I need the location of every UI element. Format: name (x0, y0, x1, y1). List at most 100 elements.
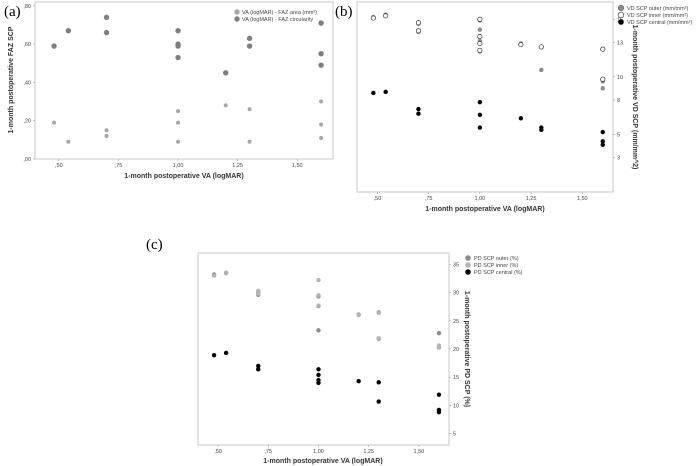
data-point-b-s1-3 (415, 28, 421, 34)
data-point-a-s0-0 (52, 120, 57, 125)
legend-swatch-a-1 (234, 16, 240, 22)
legend-label-c-2: PD SCP central (%) (474, 270, 523, 276)
data-point-b-s0-11 (600, 86, 605, 91)
legend-swatch-c-2 (465, 269, 471, 275)
data-point-b-s1-10 (600, 46, 606, 52)
data-point-b-s2-1 (383, 89, 388, 95)
data-point-b-s2-3 (416, 111, 421, 116)
data-point-c-s1-7 (356, 312, 361, 318)
data-point-a-s1-0 (51, 43, 57, 49)
plot-frame-b (356, 1, 614, 193)
x-tick-label-a-3: 1,25 (232, 163, 243, 169)
data-point-a-s1-13 (318, 62, 324, 68)
data-point-b-s1-7 (477, 47, 483, 53)
x-tick-label-b-2: 1,00 (475, 196, 486, 202)
data-point-c-s2-3 (256, 367, 261, 372)
data-point-b-s1-1 (383, 13, 389, 19)
x-tick-label-b-0: ,50 (374, 196, 382, 202)
data-point-c-s1-3 (256, 291, 261, 296)
data-point-c-s1-5 (316, 293, 321, 298)
data-point-b-s1-11 (600, 76, 606, 82)
legend-label-c-0: PD SCP outer (%) (474, 256, 519, 262)
data-point-b-s2-7 (518, 116, 524, 121)
legend-label-b-2: VD SCP central (mm/mm²) (627, 20, 692, 26)
x-tick-label-a-2: 1,00 (173, 163, 184, 169)
y-tick-label-b-4: 13 (617, 40, 623, 46)
legend-label-a-1: VA (logMAR) - FAZ circularity (242, 17, 313, 23)
y-tick-label-a-3: ,60 (23, 42, 31, 48)
data-point-a-s1-2 (103, 14, 110, 21)
marks-b (370, 12, 606, 147)
x-tick-label-c-2: 1,00 (313, 449, 324, 455)
data-point-a-s0-7 (223, 103, 228, 108)
data-point-a-s1-9 (246, 35, 253, 42)
data-point-a-s0-4 (176, 109, 181, 114)
y-axis-title-a: 1-month postoperative FAZ SCP (8, 26, 15, 133)
ticks-a: ,50 ,75 1,00 1,25 1,50 ,00 ,20 ,40 ,60 ,80 (23, 4, 302, 169)
plot-frame-c (197, 252, 450, 446)
data-point-c-s0-10 (436, 330, 442, 336)
x-tick-label-b-1: ,75 (425, 196, 433, 202)
data-point-a-s0-6 (176, 139, 181, 144)
data-point-c-s2-7 (316, 380, 321, 386)
y-tick-label-c-6: 35 (453, 262, 459, 268)
data-point-c-s2-0 (211, 353, 217, 358)
y-tick-label-b-1: 5 (617, 132, 620, 138)
y-axis-title-c: 1-month postoperative PD SCP (%) (463, 291, 470, 407)
y-tick-label-c-3: 20 (453, 347, 459, 353)
y-tick-label-c-5: 30 (453, 291, 459, 297)
y-tick-label-b-2: 8 (617, 98, 620, 104)
data-point-c-s0-6 (316, 328, 321, 333)
data-point-c-s2-1 (223, 350, 229, 356)
x-tick-label-c-4: 1,50 (414, 449, 425, 455)
x-tick-label-c-0: ,50 (214, 449, 222, 455)
y-tick-label-a-4: ,80 (23, 4, 31, 10)
legend-swatch-c-0 (465, 255, 471, 261)
data-point-c-s2-11 (436, 392, 442, 397)
legend-a: VA (logMAR) - FAZ area (mm²) VA (logMAR)… (234, 9, 317, 23)
x-axis-title-b: 1-month postoperative VA (logMAR) (425, 206, 544, 213)
y-tick-label-a-2: ,40 (23, 80, 31, 86)
legend-label-b-1: VD SCP inner (mm/mm²) (627, 13, 688, 19)
x-tick-label-b-4: 1,50 (577, 196, 588, 202)
ticks-b: ,50,751,001,251,50358101315 (374, 17, 623, 202)
panel-label-b: (b) (335, 4, 353, 20)
x-tick-label-b-3: 1,25 (526, 196, 537, 202)
marks-c (211, 270, 442, 415)
data-point-a-s1-11 (318, 20, 324, 26)
data-point-c-s2-13 (436, 410, 442, 415)
x-axis-title-c: 1-month postoperative VA (logMAR) (263, 458, 382, 465)
data-point-b-s2-4 (477, 99, 483, 105)
data-point-b-s2-10 (600, 129, 605, 135)
data-point-b-s1-4 (477, 16, 483, 22)
data-point-c-s1-11 (436, 344, 442, 349)
data-point-c-s1-1 (223, 271, 229, 276)
data-point-c-s1-8 (376, 310, 381, 316)
legend-c: PD SCP outer (%) PD SCP inner (%) PD SCP… (465, 255, 523, 276)
data-point-b-s1-0 (370, 15, 376, 21)
data-point-a-s0-3 (104, 134, 109, 139)
data-point-a-s0-9 (247, 139, 252, 144)
panel-label-a: (a) (4, 4, 21, 20)
data-point-b-s2-9 (539, 127, 544, 133)
y-tick-label-a-1: ,20 (23, 119, 31, 125)
legend-b: VD SCP outer (mm/mm²) VD SCP inner (mm/m… (617, 4, 692, 26)
data-point-c-s2-2 (256, 363, 261, 369)
data-point-a-s1-1 (65, 28, 72, 34)
chart-a: 1-month postoperative VA (logMAR) 1-mont… (8, 1, 334, 180)
data-point-c-s2-8 (356, 378, 361, 384)
legend-label-b-0: VD SCP outer (mm/mm²) (627, 6, 688, 12)
panel-label-c: (c) (146, 237, 163, 253)
data-point-b-s0-5 (477, 27, 483, 32)
x-axis-title-a: 1-month postoperative VA (logMAR) (124, 173, 243, 180)
data-point-c-s2-4 (316, 367, 321, 372)
data-point-b-s1-5 (477, 33, 483, 40)
data-point-b-s2-2 (416, 106, 421, 112)
x-tick-label-c-1: ,75 (264, 449, 272, 455)
data-point-b-s1-8 (518, 42, 524, 48)
data-point-c-s1-0 (211, 273, 217, 278)
data-point-b-s1-2 (415, 20, 421, 26)
data-point-a-s1-12 (318, 50, 324, 57)
legend-swatch-a-0 (234, 9, 240, 15)
